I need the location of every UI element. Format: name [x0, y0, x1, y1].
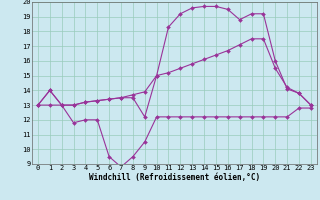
X-axis label: Windchill (Refroidissement éolien,°C): Windchill (Refroidissement éolien,°C): [89, 173, 260, 182]
